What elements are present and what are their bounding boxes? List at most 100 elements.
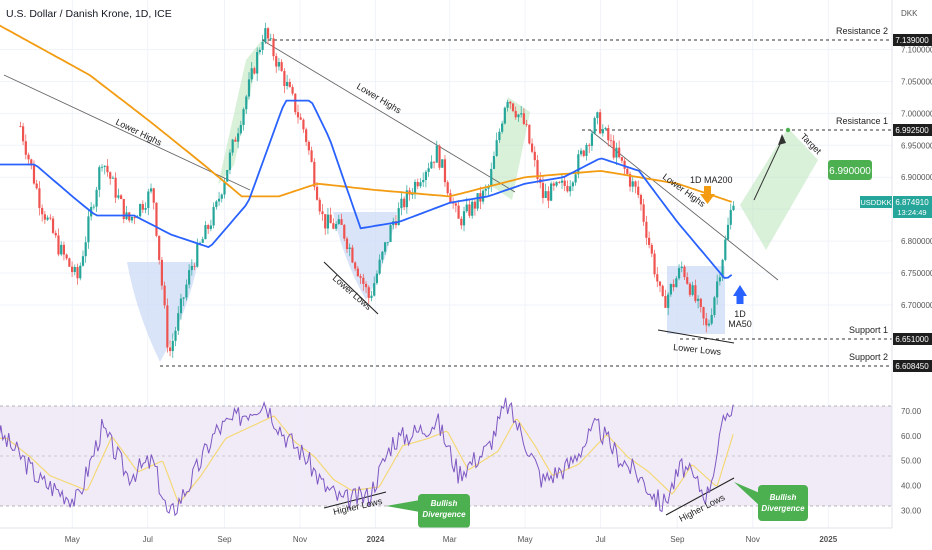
candle <box>332 218 335 230</box>
candle <box>354 261 357 272</box>
candle <box>168 340 172 357</box>
candle <box>334 221 338 232</box>
candle <box>378 254 381 276</box>
green-zone-apr <box>490 97 530 200</box>
candle <box>185 279 188 301</box>
candle <box>35 179 38 190</box>
higher-lows-trendline-2 <box>665 477 735 516</box>
candle <box>291 84 294 96</box>
candle <box>182 296 185 307</box>
candle <box>441 159 444 168</box>
candle <box>536 155 539 184</box>
candle <box>416 178 419 190</box>
rsi-axis-ticks: 70.00 60.00 50.00 40.00 30.00 <box>901 407 922 516</box>
time-axis-ticks: May Jul Sep Nov 2024 Mar May Jul Sep Nov 2025 <box>65 535 838 544</box>
price-tick-label: 6.800000 <box>901 237 932 246</box>
blue-zone-jul <box>127 262 198 362</box>
candle <box>566 180 569 193</box>
candle <box>462 206 466 232</box>
candle <box>520 105 523 118</box>
candle <box>511 102 515 113</box>
candle <box>305 127 308 146</box>
candle <box>307 140 310 155</box>
rsi-tick-label: 40.00 <box>901 482 922 491</box>
resistance-1-tag: 6.992500 <box>893 124 932 136</box>
candle <box>403 196 406 211</box>
candle <box>713 295 716 318</box>
lower-lows-trendline-2 <box>657 329 735 344</box>
candle <box>103 165 106 175</box>
candle <box>517 113 520 122</box>
candle <box>620 156 623 164</box>
candle <box>424 170 428 188</box>
candle <box>149 183 153 194</box>
candle <box>62 241 66 261</box>
candle <box>351 244 354 264</box>
candle <box>579 147 583 157</box>
candle <box>618 140 621 159</box>
candle <box>280 59 283 72</box>
candle <box>609 134 613 147</box>
candle <box>675 276 678 288</box>
candle <box>266 27 270 44</box>
candle <box>92 204 95 210</box>
candle <box>65 253 68 261</box>
candle <box>454 201 457 213</box>
time-tick-label: Jul <box>143 535 153 544</box>
candle <box>315 182 319 201</box>
divergence-label-2: Divergence <box>761 504 805 513</box>
last-price-value: 6.874910 <box>895 198 929 207</box>
candle <box>661 284 664 297</box>
candle <box>582 149 585 158</box>
candle <box>364 281 368 293</box>
candle <box>119 194 123 200</box>
candle <box>46 215 49 221</box>
bullish-divergence-callout-1: Bullish Divergence <box>386 494 470 528</box>
time-tick-label: Nov <box>746 535 760 544</box>
candle <box>596 111 599 125</box>
support-2-label: Support 2 <box>849 352 888 362</box>
rsi-tick-label: 60.00 <box>901 432 922 441</box>
candle <box>386 241 389 246</box>
candle <box>691 281 694 297</box>
candle <box>645 215 648 245</box>
candle <box>139 203 142 220</box>
candle <box>188 264 191 289</box>
candle <box>694 279 697 304</box>
candle <box>98 165 101 198</box>
resistance-1-label: Resistance 1 <box>836 116 888 126</box>
candle <box>239 120 242 136</box>
candle <box>38 181 41 216</box>
candle <box>710 308 713 326</box>
target-value-label: 6.990000 <box>829 166 871 177</box>
ma50-label-line1: 1D <box>734 309 746 319</box>
candle <box>356 266 359 277</box>
projection-arrow <box>753 127 791 201</box>
candle <box>340 213 343 226</box>
candle <box>642 198 645 226</box>
candle <box>174 326 177 347</box>
candle <box>147 188 150 216</box>
candle <box>155 202 158 238</box>
candle <box>432 161 436 169</box>
price-tick-label: 7.050000 <box>901 77 932 86</box>
candle <box>141 200 144 213</box>
candle <box>49 214 52 221</box>
candle <box>590 130 594 151</box>
candle <box>552 181 555 191</box>
price-tick-label: 6.950000 <box>901 141 932 150</box>
candle <box>95 186 98 212</box>
candle <box>237 127 240 149</box>
candle <box>318 197 321 215</box>
candle <box>669 283 672 297</box>
candle <box>615 142 618 166</box>
candle <box>217 191 221 206</box>
candle <box>656 267 659 288</box>
candle <box>343 223 346 242</box>
candle <box>247 72 251 100</box>
countdown-value: 13:24:49 <box>897 208 926 217</box>
candle <box>729 203 732 230</box>
candle <box>375 270 379 285</box>
candle <box>672 279 675 292</box>
